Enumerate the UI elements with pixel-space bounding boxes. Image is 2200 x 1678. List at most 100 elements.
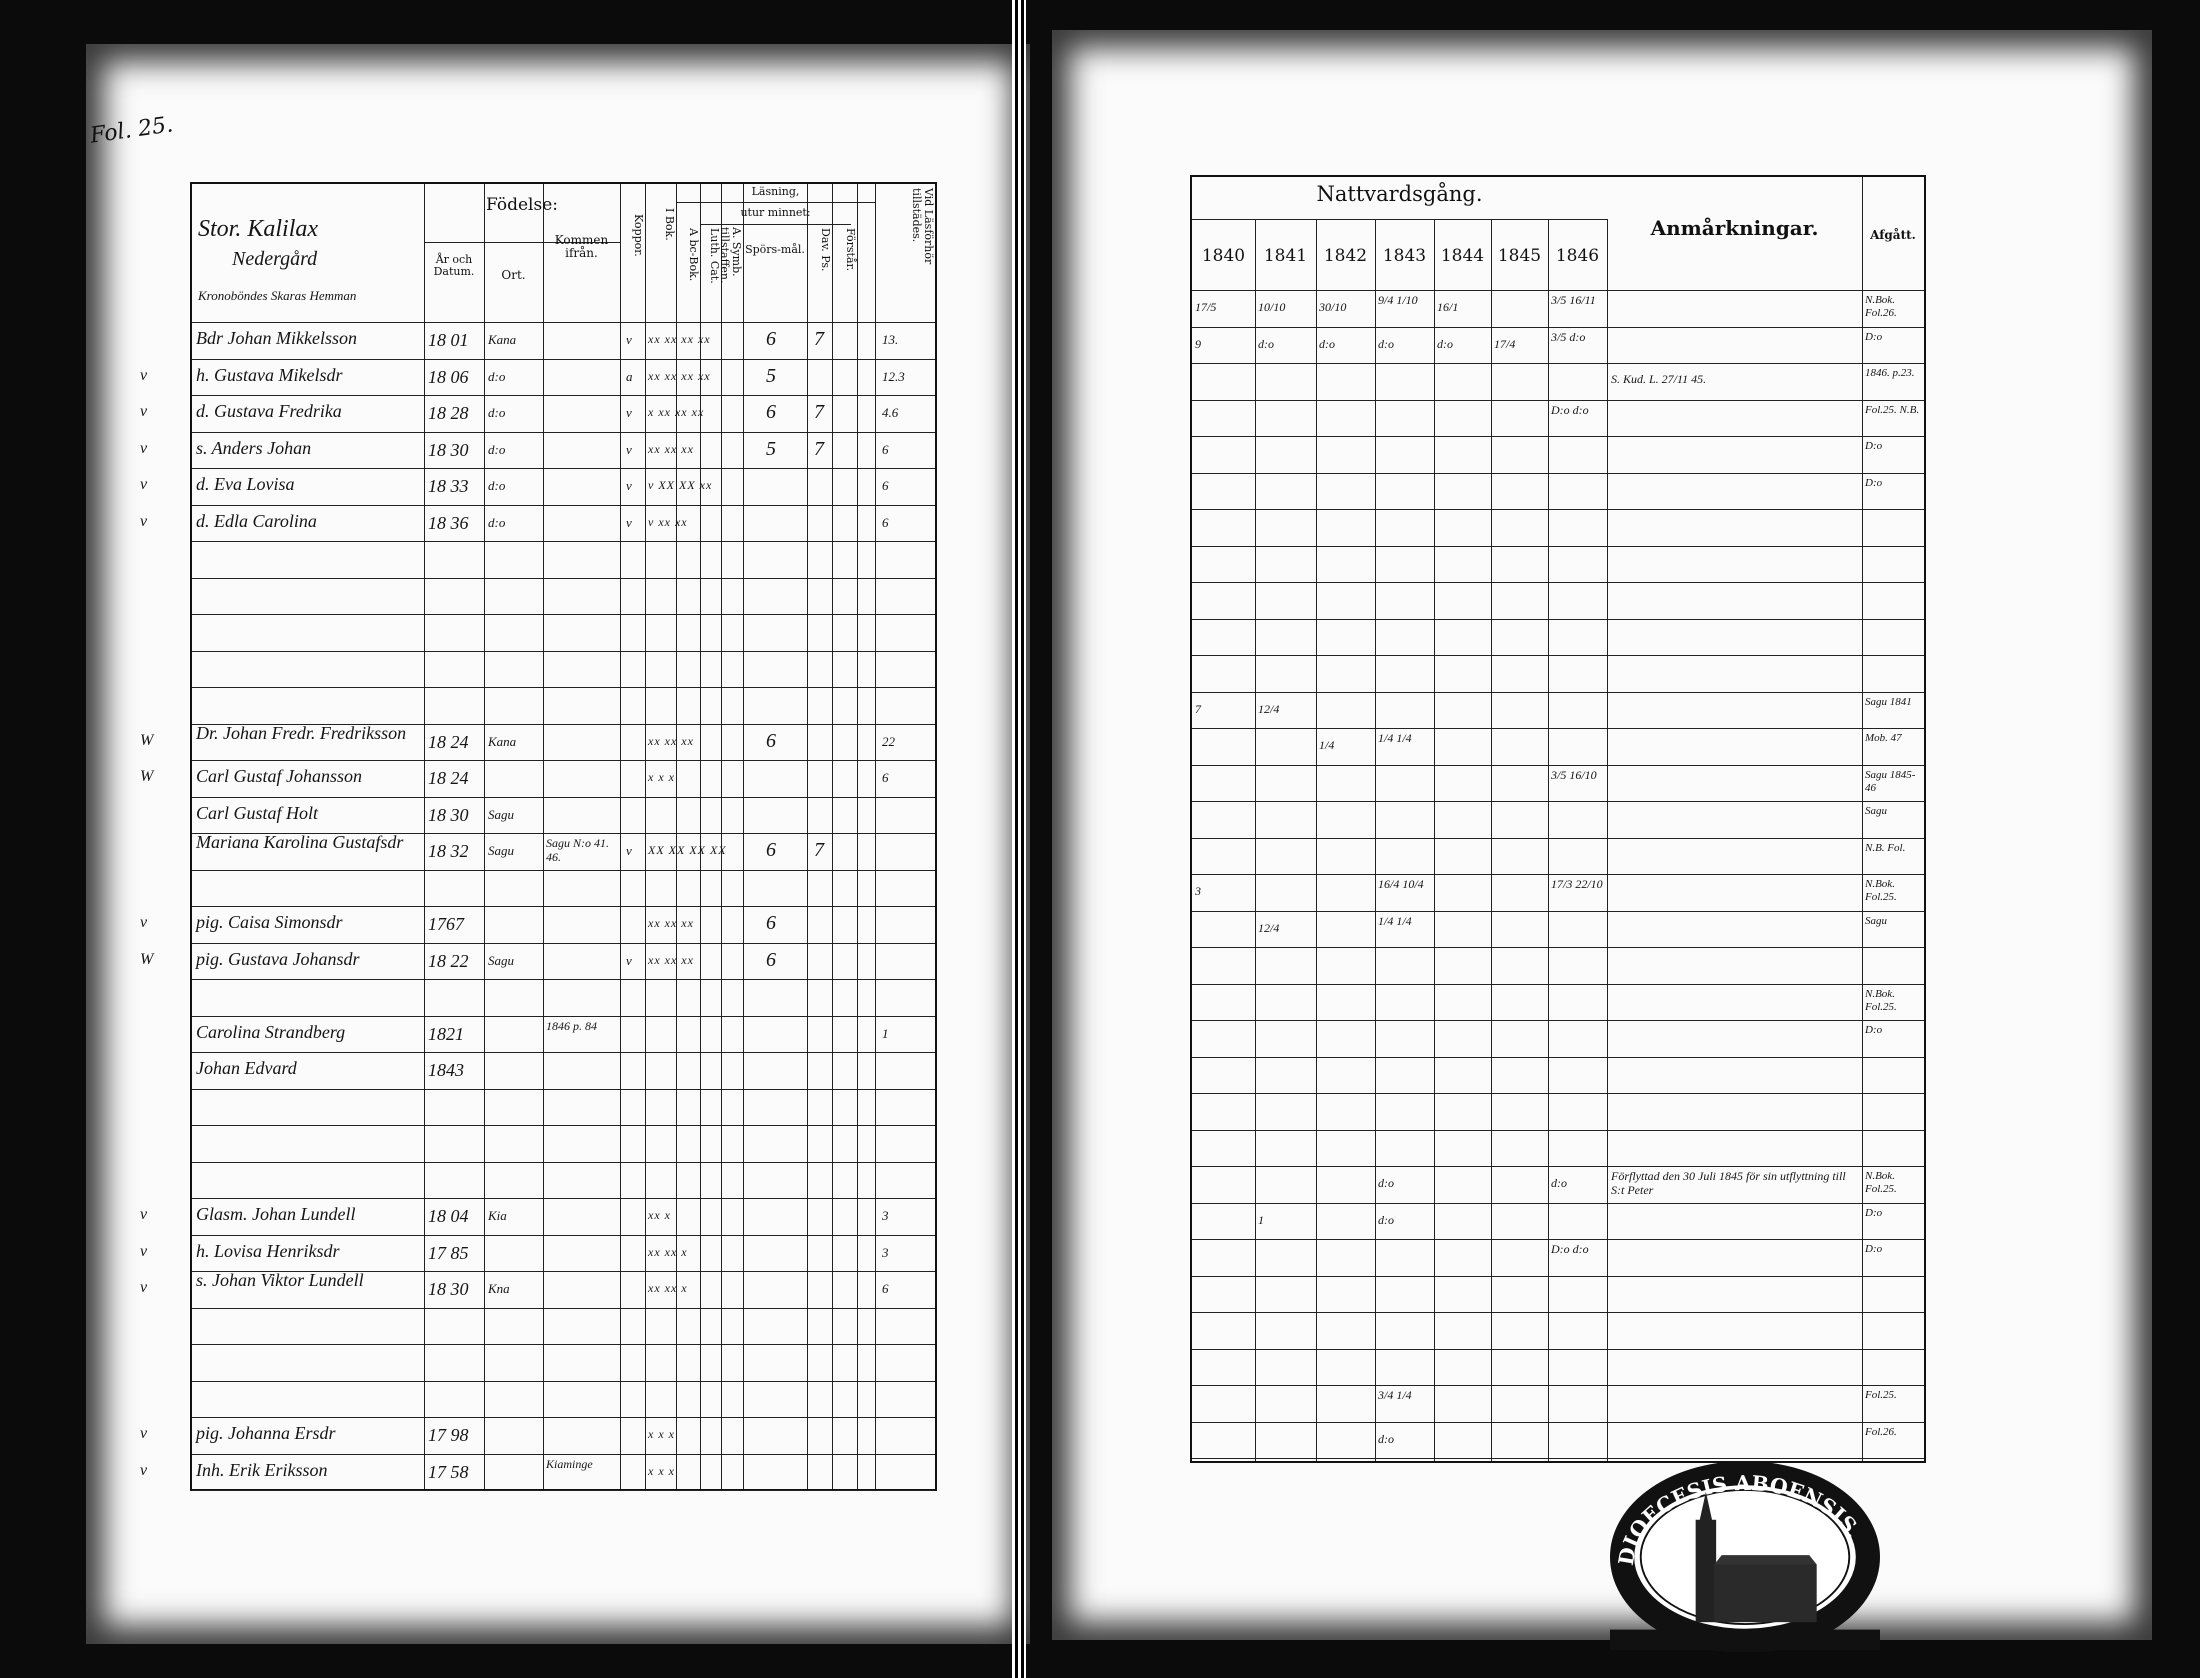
row-divider [192, 979, 935, 980]
row-divider [1192, 1421, 1924, 1423]
sporsmal-value: 5 [766, 437, 776, 460]
row-divider [1192, 655, 1924, 656]
register-row: v s. Johan Viktor Lundell 18 30 Kna xx xx x 6 [140, 1271, 935, 1308]
row-divider [1192, 1202, 1924, 1204]
smallpox-mark: v [626, 332, 632, 347]
reading-marks: x x x [648, 1427, 675, 1441]
row-divider [1192, 363, 1924, 364]
row-divider [192, 431, 935, 433]
smallpox-mark: v [626, 843, 632, 858]
sporsmal-value: 6 [766, 729, 776, 752]
birth-year: 18 06 [428, 366, 469, 387]
reading-marks: v xx xx [648, 514, 688, 529]
birth-place: Sagu [488, 843, 514, 858]
margin-mark: v [140, 403, 148, 420]
communion-date: d:o [1258, 336, 1274, 351]
attendance-value: 12.3 [882, 368, 905, 384]
communion-row: D:o [1192, 436, 1924, 473]
reading-marks: xx x [648, 1208, 671, 1222]
came-from: Kiaminge [546, 1456, 593, 1471]
register-row: v d. Gustava Fredrika 18 28 d:o v x xx xx xx 6… [140, 395, 935, 432]
departure-note: D:o [1865, 1206, 1883, 1219]
communion-row: 7 12/4 Sagu 1841 [1192, 692, 1924, 729]
person-name: Carl Gustaf Holt [196, 802, 319, 823]
a-symb-header: A. Symb. tillstaffen. [718, 227, 743, 284]
row-divider [1192, 1385, 1924, 1386]
sporsmal-value: 6 [766, 948, 776, 971]
fodelse-header: Födelse: [486, 195, 558, 215]
birth-year: 18 01 [428, 330, 469, 350]
smallpox-mark: v [626, 952, 632, 968]
communion-date: 30/10 [1319, 300, 1347, 314]
departure-note: Fol.25. [1865, 1389, 1897, 1401]
sporsmal-value: 5 [766, 364, 776, 387]
book-fold [1012, 0, 1026, 1678]
birth-year: 18 30 [428, 804, 469, 825]
row-divider [192, 869, 935, 871]
communion-row: S. Kud. L. 27/11 45. 1846. p.23. [1192, 363, 1924, 400]
register-row: v pig. Johanna Ersdr 17 98 x x x [140, 1417, 935, 1454]
communion-date: 1/4 [1319, 738, 1335, 752]
communion-row: D:o [1192, 1020, 1924, 1057]
communion-row: D:o d:o D:o [1192, 1239, 1924, 1276]
row-divider [1192, 764, 1924, 766]
row-divider [192, 1088, 935, 1090]
sporsmal-value: 6 [766, 401, 776, 423]
birth-year: 18 33 [428, 476, 469, 496]
person-name: d. Edla Carolina [196, 510, 317, 531]
row-divider [192, 650, 935, 652]
dav-ps-header: Dav. Ps. [819, 228, 832, 272]
row-divider [1192, 1020, 1924, 1021]
person-name: Johan Edvard [196, 1058, 297, 1078]
birth-place: Sagu [488, 806, 514, 822]
birth-place: Kia [488, 1208, 507, 1223]
communion-row: 3/5 16/10 Sagu 1845-46 [1192, 765, 1924, 802]
column-divider [676, 184, 677, 1489]
departure-note: Sagu [1865, 805, 1887, 817]
row-divider [192, 1234, 935, 1236]
came-from: 1846 p. 84 [546, 1018, 597, 1033]
register-row: v h. Lovisa Henriksdr 17 85 xx xx x 3 [140, 1235, 935, 1272]
household-register-table: Stor. Kalilax Nedergård Kronoböndes Skaras… [140, 182, 937, 1491]
luth-cat-header: Luth. Cat. [708, 228, 721, 284]
attendance-value: 22 [882, 733, 895, 749]
column-divider [1491, 219, 1492, 1461]
farm-name: Stor. Kalilax [198, 216, 319, 242]
row-divider [192, 833, 935, 834]
attendance-value: 6 [882, 478, 889, 493]
attendance-value: 6 [882, 1281, 889, 1296]
divider [424, 242, 620, 243]
year-header-1846: 1846 [1555, 246, 1600, 266]
person-name: pig. Gustava Johansdr [196, 948, 360, 969]
remark: Förflyttad den 30 Juli 1845 för sin utfl… [1611, 1169, 1846, 1197]
communion-row: 9 d:o d:o d:o d:o 17/4 3/5 d:o D:o [1192, 327, 1924, 364]
birth-place: d:o [488, 478, 506, 493]
register-row: v d. Edla Carolina 18 36 d:o v v xx xx 6 [140, 505, 935, 542]
register-row: v d. Eva Lovisa 18 33 d:o v v XX XX xx 6 [140, 468, 935, 505]
communion-date: 17/5 [1195, 300, 1217, 314]
year-header-1840: 1840 [1201, 246, 1246, 266]
communion-date: 16/4 10/4 [1378, 877, 1424, 891]
reading-marks: xx xx xx [648, 733, 694, 748]
column-divider [1255, 219, 1256, 1461]
departure-note: N.B. Fol. [1865, 841, 1906, 854]
remark: S. Kud. L. 27/11 45. [1611, 372, 1707, 386]
birth-year: 1821 [428, 1023, 464, 1044]
attendance-value: 6 [882, 441, 889, 457]
ar-datum-header: År och Datum. [433, 253, 475, 279]
person-name: pig. Caisa Simonsdr [196, 912, 343, 932]
margin-mark: W [140, 950, 154, 968]
row-divider [192, 1161, 935, 1163]
year-header-1843: 1843 [1382, 246, 1427, 266]
register-row: Johan Edvard 1843 [192, 1052, 935, 1089]
divider [1192, 219, 1607, 220]
attendance-value: 1 [882, 1025, 889, 1041]
sporsmal-value: 6 [766, 328, 776, 350]
birth-year: 18 30 [428, 1279, 469, 1299]
row-divider [1192, 545, 1924, 547]
communion-date: 16/1 [1437, 300, 1459, 314]
margin-mark: v [140, 1206, 148, 1223]
row-divider [192, 1052, 935, 1053]
smallpox-mark: a [626, 368, 633, 384]
